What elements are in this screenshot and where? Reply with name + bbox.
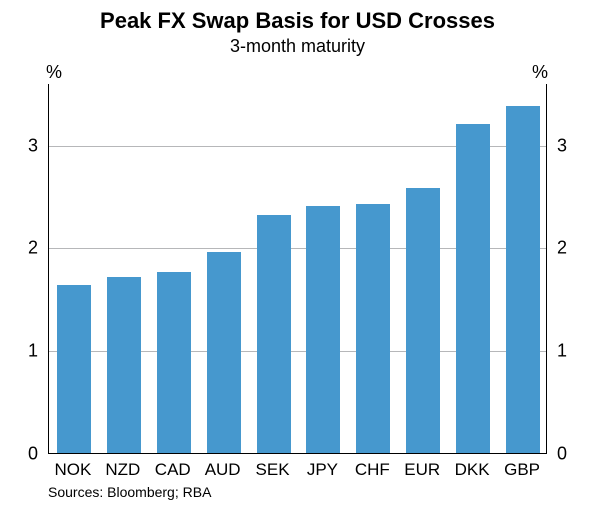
plot-area [48,84,547,454]
chart-subtitle: 3-month maturity [0,36,595,57]
xtick-label: DKK [455,460,490,480]
bar [506,106,540,453]
ytick-label-left: 3 [28,135,38,156]
bar [157,272,191,453]
xtick-label: GBP [504,460,540,480]
xtick-label: SEK [256,460,290,480]
sources-label: Sources: Bloomberg; RBA [48,484,211,500]
xtick-label: CHF [355,460,390,480]
xtick-label: AUD [205,460,241,480]
xtick-label: NOK [55,460,92,480]
bar [57,285,91,453]
ytick-label-right: 2 [557,238,567,259]
xtick-label: CAD [155,460,191,480]
bar [356,204,390,453]
bar [406,188,440,453]
ytick-label-right: 1 [557,341,567,362]
ytick-label-left: 2 [28,238,38,259]
bar [207,252,241,453]
ytick-label-left: 0 [28,444,38,465]
ytick-label-right: 0 [557,444,567,465]
bar [107,277,141,453]
chart-title: Peak FX Swap Basis for USD Crosses [0,8,595,34]
chart-container: Peak FX Swap Basis for USD Crosses 3-mon… [0,0,595,515]
xtick-label: JPY [307,460,338,480]
bar [456,124,490,453]
bar [306,206,340,453]
ytick-label-left: 1 [28,341,38,362]
ytick-label-right: 3 [557,135,567,156]
bar [257,215,291,453]
xtick-label: NZD [105,460,140,480]
y-axis-unit-right: % [532,62,548,83]
xtick-label: EUR [404,460,440,480]
y-axis-unit-left: % [46,62,62,83]
